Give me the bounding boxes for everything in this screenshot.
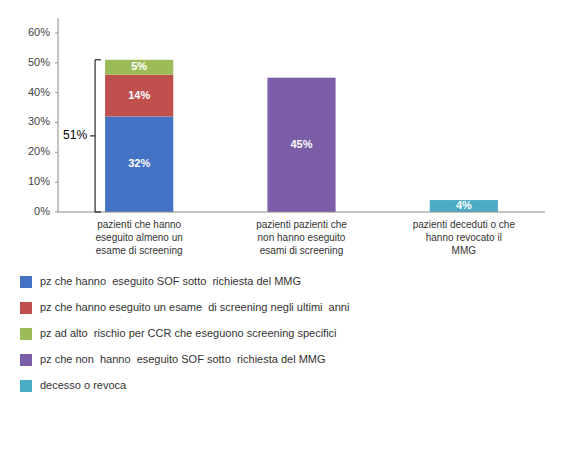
x-axis xyxy=(58,212,545,213)
data-label: 5% xyxy=(131,60,147,72)
y-tick-label: 20% xyxy=(28,145,50,157)
y-tick-label: 60% xyxy=(28,26,50,38)
x-tick-label-line: pazienti pazienti che xyxy=(256,219,347,230)
x-tick-label-line: non hanno eseguito xyxy=(258,232,346,243)
x-tick-label-line: hanno revocato il xyxy=(426,232,502,243)
legend-swatch xyxy=(20,354,32,366)
legend-label: pz che hanno eseguito un esame di screen… xyxy=(40,301,349,313)
y-tick-label: 40% xyxy=(28,86,50,98)
y-tick-label: 10% xyxy=(28,175,50,187)
y-tick-label: 30% xyxy=(28,115,50,127)
x-tick-label-line: esame di screening xyxy=(96,245,183,256)
bars xyxy=(105,60,498,212)
annotation: 51% xyxy=(63,128,87,142)
legend: pz che hanno eseguito SOF sotto richiest… xyxy=(20,275,349,392)
x-tick-label: pazienti pazienti che non hanno eseguito e… xyxy=(256,219,347,256)
x-tick-label-line: eseguito almeno un xyxy=(96,232,183,243)
legend-swatch xyxy=(20,276,32,288)
bar xyxy=(267,78,335,212)
y-tick-label: 50% xyxy=(28,56,50,68)
bar xyxy=(105,75,173,117)
y-tick-label: 0% xyxy=(34,205,50,217)
legend-swatch xyxy=(20,328,32,340)
data-label: 14% xyxy=(128,89,150,101)
bar xyxy=(105,60,173,75)
y-axis xyxy=(58,18,59,212)
legend-swatch xyxy=(20,302,32,314)
data-label: 45% xyxy=(290,138,312,150)
bracket-line xyxy=(90,60,101,212)
x-tick-label-line: pazienti che hanno xyxy=(97,219,181,230)
legend-label: pz ad alto rischio per CCR che eseguono … xyxy=(40,327,337,339)
data-label: 32% xyxy=(128,157,150,169)
x-tick-label: pazienti deceduti o che hanno revocato il… xyxy=(413,219,516,256)
bracket xyxy=(90,60,101,212)
legend-label: decesso o revoca xyxy=(40,379,127,391)
x-tick-label-line: pazienti deceduti o che xyxy=(413,219,516,230)
data-label: 4% xyxy=(456,199,472,211)
legend-label: pz che non hanno eseguito SOF sotto rich… xyxy=(40,353,326,365)
legend-label: pz che hanno eseguito SOF sotto richiest… xyxy=(40,275,301,287)
bar xyxy=(105,116,173,212)
x-tick-label: pazienti che hanno eseguito almeno un esam… xyxy=(96,219,183,256)
x-tick-label-line: esami di screening xyxy=(260,245,343,256)
legend-swatch xyxy=(20,380,32,392)
x-tick-label-line: MMG xyxy=(452,245,477,256)
chart: 0% 10% 20% 30% 40% 50% 60% 32% 14% 5% 45% 4% pazient… xyxy=(0,0,569,451)
